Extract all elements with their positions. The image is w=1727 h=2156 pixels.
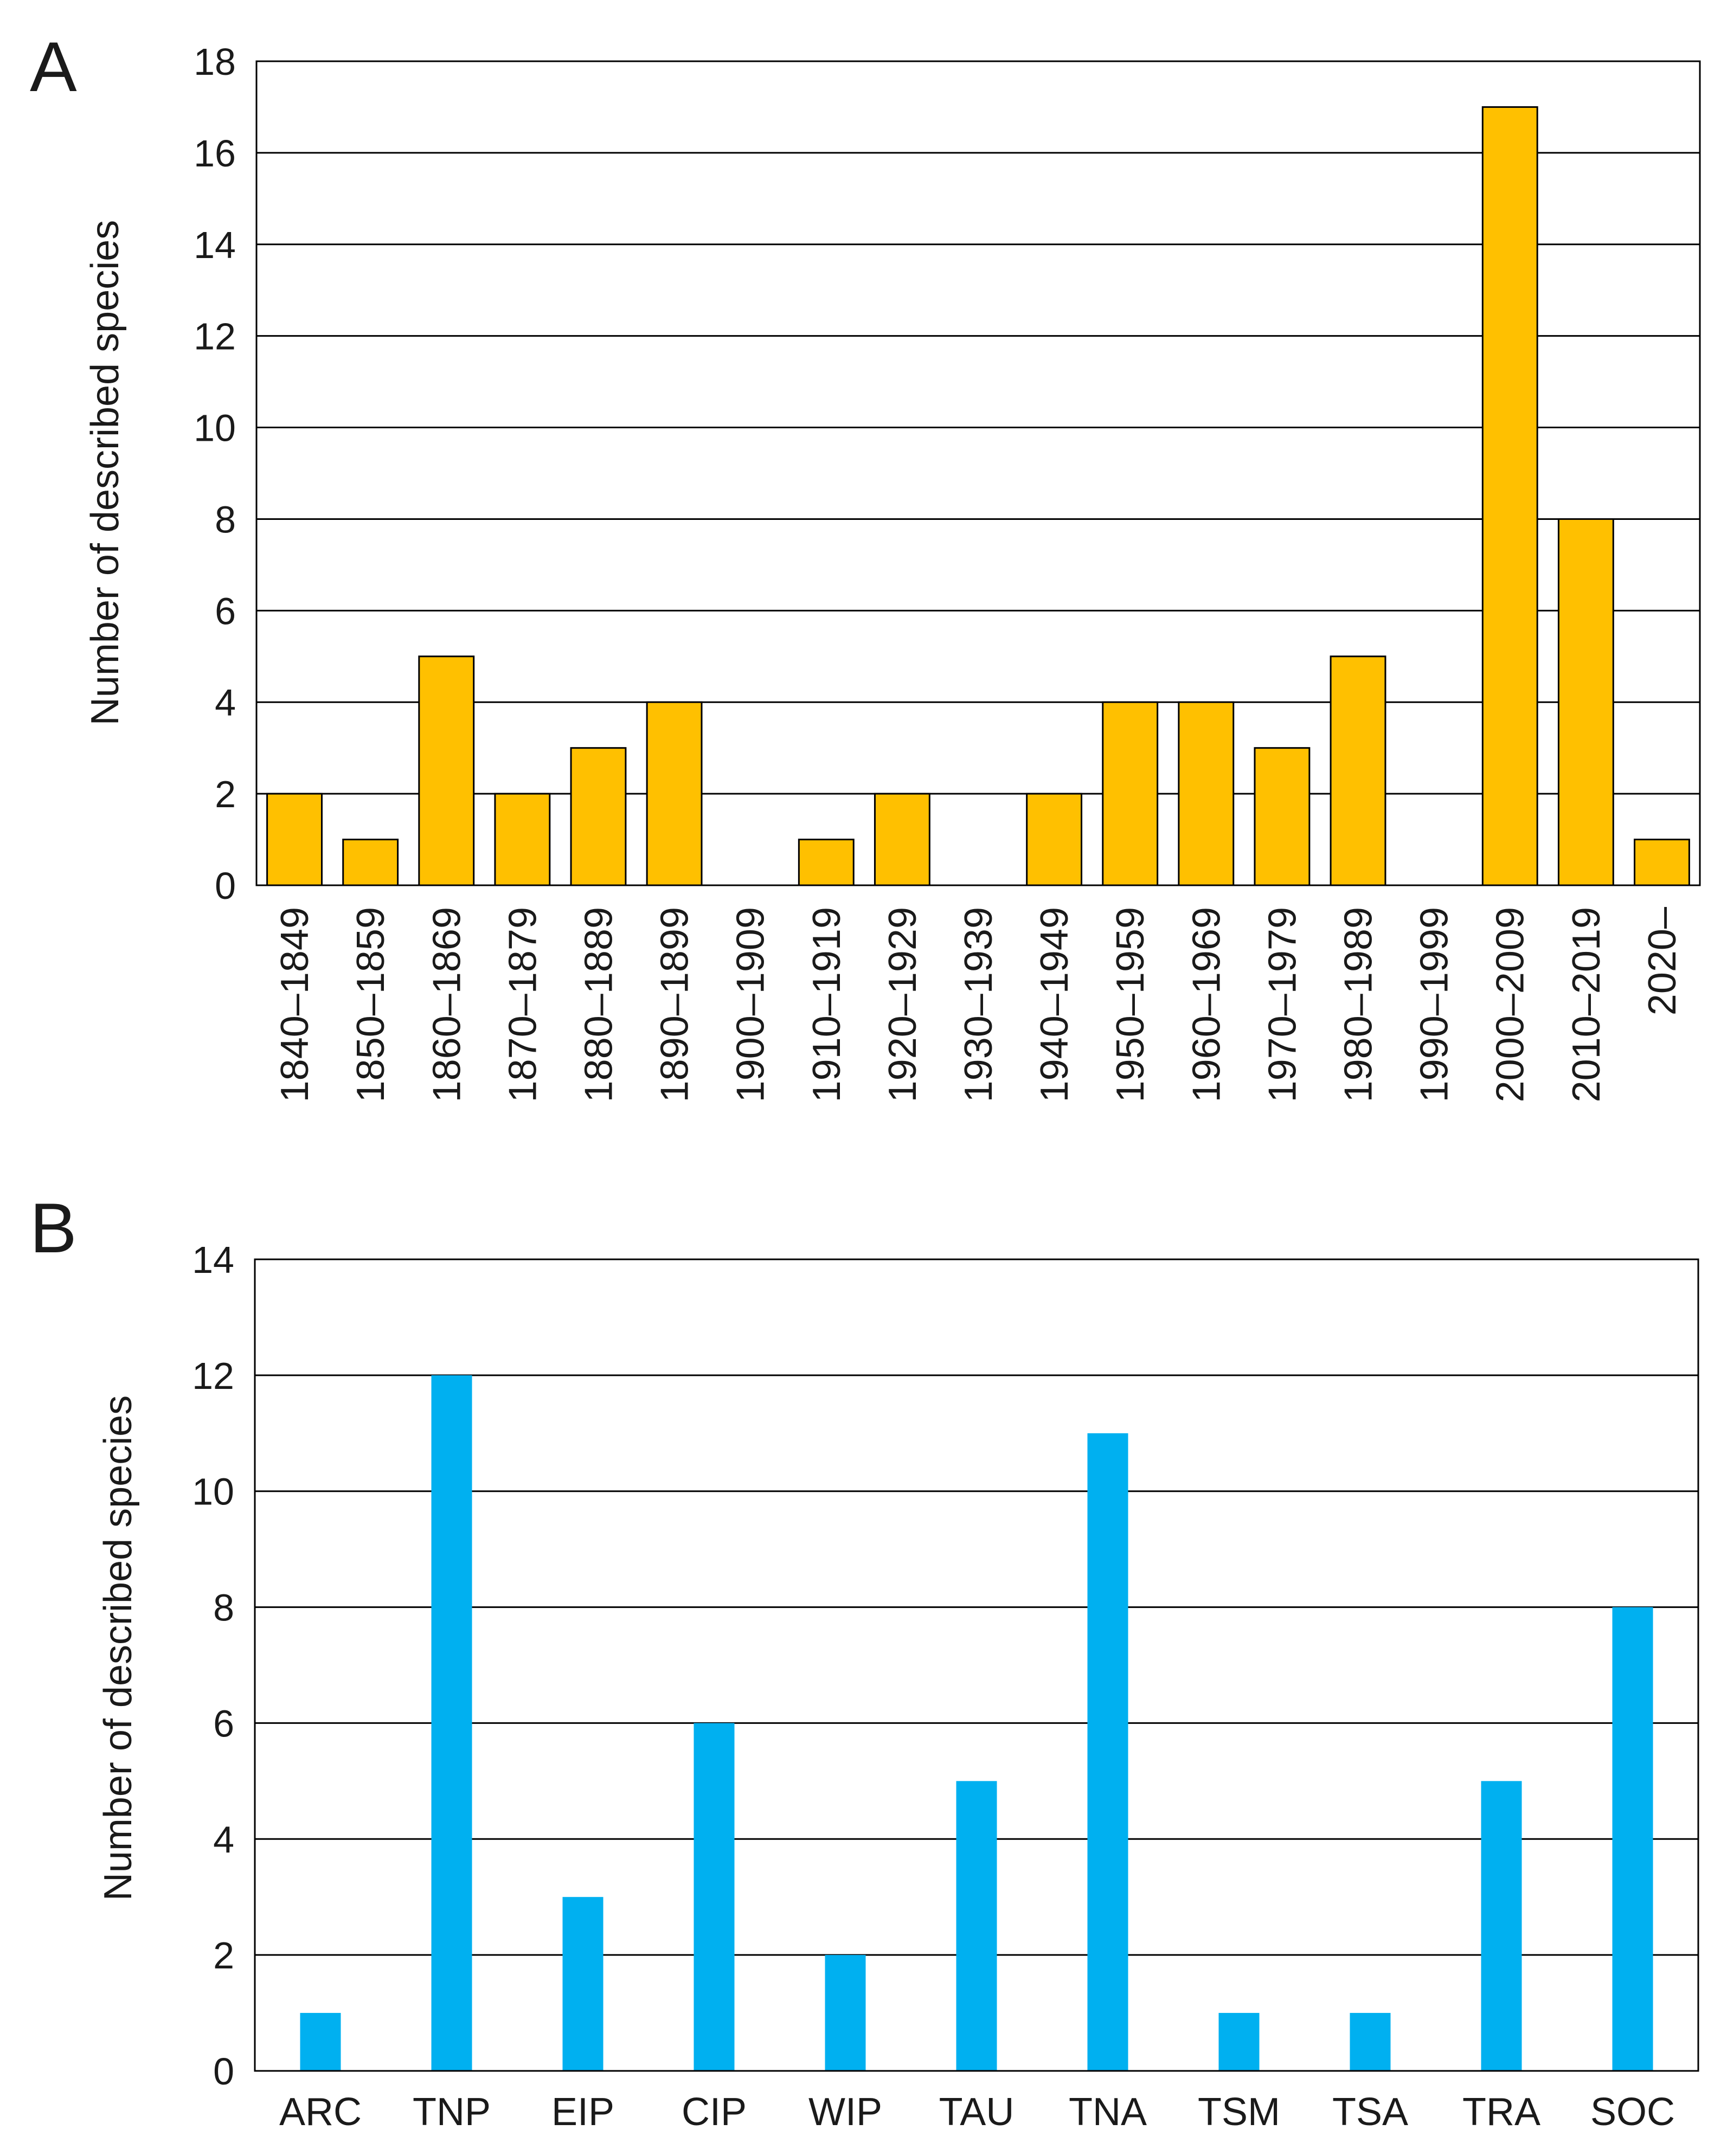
panel-letter-b: B [30, 1188, 77, 1267]
panel-a-x-tick-label: 1940–1949 [1033, 907, 1076, 1102]
panel-a-y-tick-label: 2 [215, 773, 236, 815]
panel-a-bar [1102, 701, 1159, 886]
panel-b-y-tick-label: 4 [213, 1818, 234, 1861]
panel-a-x-tick-label: 1950–1959 [1109, 907, 1152, 1102]
panel-b-bar [562, 1897, 604, 2071]
panel-a-y-tick-label: 8 [215, 498, 236, 540]
panel-b-x-tick-label: SOC [1590, 2090, 1675, 2134]
panel-a-bar [1481, 106, 1538, 886]
panel-b-y-tick-label: 6 [213, 1702, 234, 1745]
panel-b-bar [431, 1375, 472, 2071]
panel-a-x-tick-label: 2000–2009 [1489, 907, 1532, 1102]
panel-b-y-tick-label: 14 [192, 1239, 234, 1281]
panel-a-x-tick-label: 2010–2019 [1565, 907, 1608, 1102]
panel-b-bar [825, 1955, 866, 2071]
panel-b-x-tick-label: TNP [413, 2090, 491, 2134]
panel-b-x-tick-label: CIP [682, 2090, 747, 2134]
panel-a-bar [266, 793, 323, 886]
panel-a-bar [570, 747, 627, 886]
panel-a-y-tick-label: 6 [215, 590, 236, 632]
panel-a-plot-frame [255, 60, 1701, 886]
panel-a-bar [798, 839, 855, 886]
panel-a-x-tick-label: 1850–1859 [349, 907, 393, 1102]
panel-b-bar [956, 1781, 997, 2071]
panel-a-x-tick-label: 1980–1989 [1337, 907, 1381, 1102]
panel-a-y-tick-label: 14 [194, 224, 236, 266]
panel-a-x-tick-label: 1930–1939 [957, 907, 1000, 1102]
panel-a-x-tick-label: 1840–1849 [273, 907, 317, 1102]
panel-a-x-tick-labels: 1840–1849 1850–1859 1860–1869 1870–1879 1880… [273, 906, 1684, 1102]
panel-a-y-tick-label: 12 [194, 316, 236, 358]
panel-b-bar [1481, 1781, 1522, 2071]
panel-a-bar [874, 793, 930, 886]
panel-b-x-tick-label: TAU [939, 2090, 1015, 2134]
panel-b-x-tick-label: TNA [1069, 2090, 1147, 2134]
panel-a-bar [418, 655, 475, 886]
panel-a-x-tick-label: 1890–1899 [653, 907, 697, 1102]
panel-a-y-tick-label: 16 [194, 132, 236, 175]
panel-a-x-tick-label: 1990–1999 [1413, 907, 1456, 1102]
panel-a-bar [1330, 655, 1386, 886]
panel-a-y-tick-label: 0 [215, 865, 236, 907]
panel-a-x-tick-label: 1870–1879 [501, 907, 544, 1102]
panel-a-x-tick-label: 1860–1869 [425, 907, 468, 1102]
panel-b-x-tick-label: ARC [279, 2090, 362, 2134]
panel-b-x-tick-labels: ARC TNP EIP CIP WIP TAU TNA TSM TSA TRA SOC [279, 2090, 1675, 2134]
panel-a-bar [1178, 701, 1235, 886]
panel-a-y-tick-labels: 0 2 4 6 8 10 12 14 16 18 [194, 41, 236, 907]
panel-b-y-axis-title: Number of described species [97, 1395, 140, 1901]
panel-b-plot-frame [254, 1258, 1699, 2072]
chart-panel-b: B Number of described species 0 2 4 6 8 10 12 1… [30, 1188, 1699, 2134]
panel-a-bar [1254, 747, 1311, 886]
panel-a-x-tick-label: 2020– [1641, 906, 1684, 1015]
panel-a-bar [494, 793, 551, 886]
panel-b-x-tick-label: EIP [551, 2090, 614, 2134]
panel-a-x-tick-label: 1900–1909 [729, 907, 773, 1102]
panel-letter-a: A [30, 27, 77, 106]
chart-panel-a: A Number of described species 0 2 4 6 8 10 12 1… [30, 27, 1701, 1102]
panel-b-x-tick-label: TSA [1332, 2090, 1408, 2134]
panel-b-bar [1218, 2013, 1260, 2071]
panel-b-x-tick-label: WIP [808, 2090, 882, 2134]
panel-b-bar [300, 2013, 341, 2071]
panel-a-x-tick-label: 1960–1969 [1185, 907, 1228, 1102]
panel-b-bar [1087, 1433, 1128, 2071]
panel-b-bar [1612, 1607, 1653, 2071]
panel-b-y-tick-label: 12 [192, 1355, 234, 1397]
panel-a-x-tick-label: 1910–1919 [805, 907, 849, 1102]
panel-a-y-tick-label: 4 [215, 681, 236, 724]
panel-a-y-tick-label: 18 [194, 41, 236, 83]
panel-b-y-tick-label: 2 [213, 1934, 234, 1977]
panel-a-bar [342, 839, 399, 886]
panel-a-gridlines [256, 152, 1700, 795]
panel-b-y-tick-label: 8 [213, 1587, 234, 1629]
panel-a-bars [266, 106, 1690, 886]
panel-a-y-axis-title: Number of described species [84, 220, 127, 725]
panel-a-y-tick-label: 10 [194, 407, 236, 449]
panel-b-bar [1350, 2013, 1391, 2071]
panel-b-y-tick-label: 10 [192, 1471, 234, 1513]
panel-b-x-tick-label: TSM [1198, 2090, 1280, 2134]
panel-a-bar [1026, 793, 1083, 886]
panel-b-y-tick-labels: 0 2 4 6 8 10 12 14 [192, 1239, 234, 2093]
panel-b-y-tick-label: 0 [213, 2050, 234, 2093]
panel-a-bar [1634, 839, 1690, 886]
panel-b-bar [694, 1723, 735, 2071]
panel-a-x-tick-label: 1920–1929 [881, 907, 925, 1102]
panel-a-bar [1557, 518, 1614, 886]
panel-b-bars [300, 1375, 1653, 2071]
panel-a-x-tick-label: 1880–1889 [577, 907, 620, 1102]
panel-a-bar [646, 701, 703, 886]
panel-b-x-tick-label: TRA [1462, 2090, 1540, 2134]
panel-a-x-tick-label: 1970–1979 [1261, 907, 1304, 1102]
